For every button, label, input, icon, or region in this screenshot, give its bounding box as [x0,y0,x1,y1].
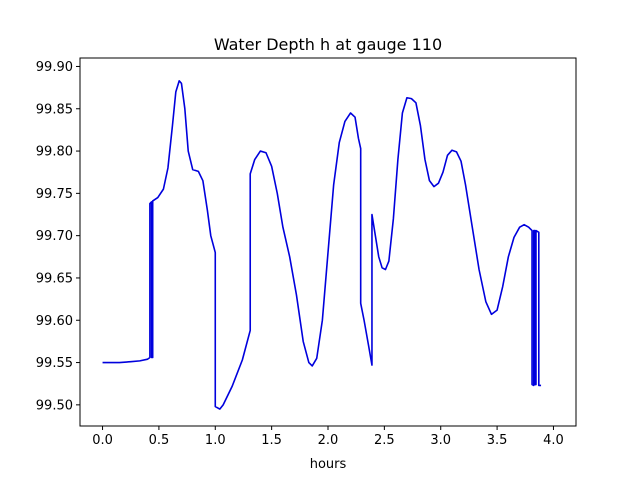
x-axis-label: hours [310,457,347,472]
y-tick-label: 99.60 [36,314,73,329]
y-tick-label: 99.85 [36,102,73,117]
y-tick-label: 99.80 [36,145,73,160]
x-tick-label: 3.5 [487,433,508,448]
series-line [102,80,542,410]
x-tick-label: 2.0 [318,433,339,448]
y-tick-label: 99.50 [36,398,73,413]
x-tick-label: 2.5 [374,433,395,448]
x-tick-label: 3.0 [430,433,451,448]
plot-area [102,80,542,410]
x-axis: 0.0 0.5 1.0 1.5 2.0 2.5 3.0 3.5 4.0 [92,426,564,448]
y-tick-label: 99.75 [36,187,73,202]
x-tick-label: 1.5 [261,433,282,448]
x-tick-label: 0.5 [149,433,170,448]
x-tick-label: 1.0 [205,433,226,448]
y-tick-label: 99.55 [36,356,73,371]
chart-title: Water Depth h at gauge 110 [214,35,442,54]
y-tick-label: 99.65 [36,271,73,286]
y-axis: 99.50 99.55 99.60 99.65 99.70 99.75 99.80 99.85… [36,60,80,413]
x-tick-label: 4.0 [543,433,564,448]
y-tick-label: 99.90 [36,60,73,75]
x-tick-label: 0.0 [92,433,113,448]
y-tick-label: 99.70 [36,229,73,244]
